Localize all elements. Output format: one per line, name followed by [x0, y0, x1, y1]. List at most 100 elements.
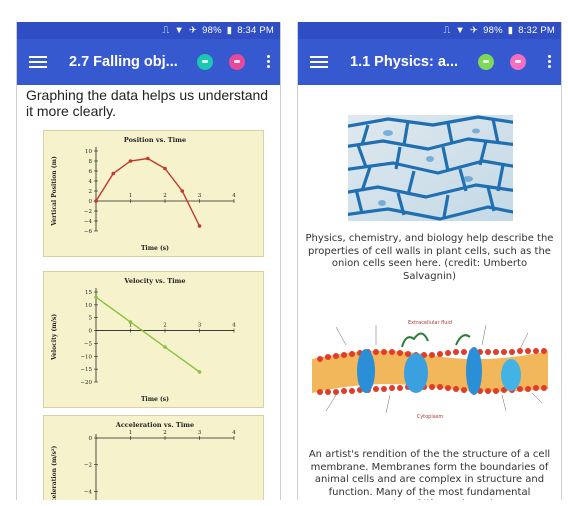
x-tick-label: 3	[198, 193, 202, 199]
battery-percent: 98%	[202, 25, 222, 36]
x-tick-label: 4	[232, 430, 236, 436]
battery-icon: ▮	[507, 25, 514, 36]
battery-percent: 98%	[483, 25, 503, 36]
y-tick-label: −2	[84, 209, 92, 215]
clock: 8:32 PM	[518, 25, 555, 36]
wifi-icon: ▼	[174, 25, 184, 36]
airplane-icon: ✈	[188, 25, 198, 36]
y-tick-label: 4	[89, 179, 93, 185]
membrane-caption: An artist's rendition of the the structu…	[308, 449, 551, 500]
data-point	[163, 166, 167, 171]
membrane-label-cytoplasm: Cytoplasm	[417, 414, 444, 420]
y-tick-label: −4	[84, 219, 93, 225]
y-tick-label: −5	[84, 341, 93, 347]
y-tick-label: 10	[85, 149, 92, 155]
chat-bubble-icon[interactable]	[197, 54, 213, 70]
page-title: 1.1 Physics: a...	[350, 54, 459, 70]
clock: 8:34 PM	[237, 25, 274, 36]
data-point	[94, 199, 98, 203]
y-tick-label: −6	[84, 229, 93, 235]
x-tick-label: 4	[232, 323, 236, 329]
data-point	[197, 224, 202, 228]
y-tick-label: −4	[84, 489, 93, 495]
chat-bubble-icon[interactable]	[478, 54, 494, 70]
series-line	[95, 157, 201, 227]
data-point	[128, 159, 133, 163]
more-options-icon[interactable]	[548, 55, 551, 68]
velocity-chart: Velocity vs. Time Velocity (m/s) 15 10 5 0 −5 −…	[51, 277, 236, 403]
content-area: Physics, chemistry, and biology help des…	[298, 85, 561, 500]
data-point	[180, 189, 185, 193]
menu-icon[interactable]	[310, 56, 328, 68]
intro-text: Graphing the data helps us understand it…	[26, 87, 269, 119]
left-screen: ⎍ ▼ ✈ 98% ▮ 8:34 PM 2.7 Falling obj... G…	[17, 22, 280, 500]
screen-edge	[16, 22, 17, 500]
screen-edge	[561, 22, 562, 500]
right-screen: ⎍ ▼ ✈ 98% ▮ 8:32 PM 1.1 Physics: a...	[298, 22, 561, 500]
y-tick-label: 0	[89, 329, 93, 335]
x-tick-label: 2	[163, 430, 167, 436]
y-tick-label: −15	[80, 367, 92, 373]
screen-edge	[297, 22, 298, 500]
series-line	[95, 296, 200, 373]
y-tick-label: −20	[80, 380, 92, 386]
graph-position: Position vs. Time Vertical Position (m) 10…	[43, 130, 264, 257]
status-bar: ⎍ ▼ ✈ 98% ▮ 8:32 PM	[298, 22, 561, 39]
y-tick-label: −2	[84, 463, 92, 469]
status-bar: ⎍ ▼ ✈ 98% ▮ 8:34 PM	[17, 22, 280, 39]
data-point	[145, 156, 150, 161]
chart-title: Acceleration vs. Time	[115, 421, 194, 429]
y-tick-label: 2	[89, 189, 93, 195]
data-point	[197, 370, 202, 374]
chart-title: Velocity vs. Time	[123, 277, 185, 285]
chart-title: Position vs. Time	[124, 136, 186, 144]
onion-caption: Physics, chemistry, and biology help des…	[305, 233, 554, 282]
x-tick-label: 1	[129, 193, 133, 199]
x-tick-label: 1	[129, 430, 133, 436]
x-tick-label: 3	[198, 430, 202, 436]
app-bar: 1.1 Physics: a...	[298, 39, 561, 85]
screen-edge	[280, 22, 281, 500]
chat-bubble-icon[interactable]	[229, 54, 245, 70]
data-point	[128, 320, 133, 324]
data-point	[94, 295, 98, 299]
y-tick-label: 10	[85, 303, 92, 309]
wifi-icon: ▼	[455, 25, 465, 36]
y-tick-label: 6	[89, 169, 93, 175]
cell-membrane-illustration: Extracellular fluid Cytoplasm	[306, 315, 554, 427]
app-bar: 2.7 Falling obj...	[17, 39, 280, 85]
graph-acceleration: Acceleration vs. Time Acceleration (m/s²)…	[43, 415, 264, 500]
acceleration-chart: Acceleration vs. Time Acceleration (m/s²)…	[51, 421, 236, 500]
x-axis-label: Time (s)	[141, 396, 169, 403]
x-tick-label: 2	[163, 193, 167, 199]
x-tick-label: 2	[163, 323, 167, 329]
data-point	[111, 171, 116, 176]
more-options-icon[interactable]	[267, 55, 270, 68]
x-tick-label: 3	[198, 323, 202, 329]
y-tick-label: 15	[85, 290, 92, 296]
y-tick-label: −10	[80, 354, 92, 360]
graph-velocity: Velocity vs. Time Velocity (m/s) 15 10 5 0 −5 −…	[43, 271, 264, 408]
membrane-label-extracellular: Extracellular fluid	[408, 320, 452, 326]
x-tick-label: 4	[232, 193, 236, 199]
y-axis-label: Velocity (m/s)	[51, 314, 58, 361]
battery-icon: ▮	[226, 25, 233, 36]
y-tick-label: 0	[89, 436, 93, 442]
chat-bubble-icon[interactable]	[510, 54, 526, 70]
x-axis-label: Time (s)	[141, 245, 169, 252]
menu-icon[interactable]	[29, 56, 47, 68]
y-tick-label: 5	[89, 316, 93, 322]
signal-icon: ⎍	[443, 25, 451, 36]
y-tick-label: 8	[89, 159, 93, 165]
content-area: Graphing the data helps us understand it…	[17, 85, 280, 500]
y-axis-label: Acceleration (m/s²)	[51, 446, 58, 500]
page-title: 2.7 Falling obj...	[69, 54, 178, 70]
signal-icon: ⎍	[162, 25, 170, 36]
data-point	[163, 345, 167, 349]
airplane-icon: ✈	[469, 25, 479, 36]
y-tick-label: 0	[89, 199, 93, 205]
y-axis-label: Vertical Position (m)	[51, 156, 58, 227]
onion-cells-photo	[348, 115, 513, 221]
x-tick-label: 1	[129, 323, 133, 329]
